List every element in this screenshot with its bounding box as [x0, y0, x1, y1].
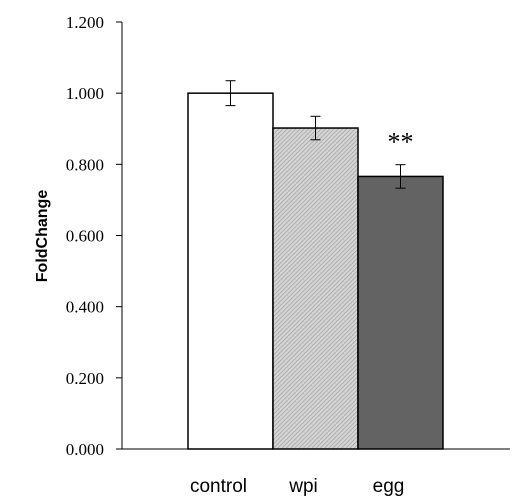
x-tick-label-control: control — [190, 476, 247, 497]
x-tick-label-wpi: wpi — [288, 476, 318, 497]
y-tick-label: 1.000 — [66, 84, 104, 103]
y-tick-label: 0.200 — [66, 369, 104, 388]
y-axis-title: FoldChange — [34, 190, 51, 283]
significance-marker: ** — [388, 128, 414, 157]
y-tick-label: 0.400 — [66, 298, 104, 317]
bar-control — [187, 92, 274, 450]
x-tick-label-egg: egg — [373, 476, 405, 497]
axes — [116, 21, 510, 450]
y-tick-label: 0.000 — [66, 440, 104, 459]
bar-egg — [357, 175, 444, 450]
y-tick-label: 1.200 — [66, 13, 104, 32]
y-tick-label: 0.600 — [66, 227, 104, 246]
y-tick-label: 0.800 — [66, 155, 104, 174]
error-bars-layer — [225, 80, 406, 189]
labels-layer: 0.000 0.200 0.400 0.600 0.800 1.000 1.200 contr… — [66, 13, 414, 497]
bar-wpi — [272, 127, 359, 450]
